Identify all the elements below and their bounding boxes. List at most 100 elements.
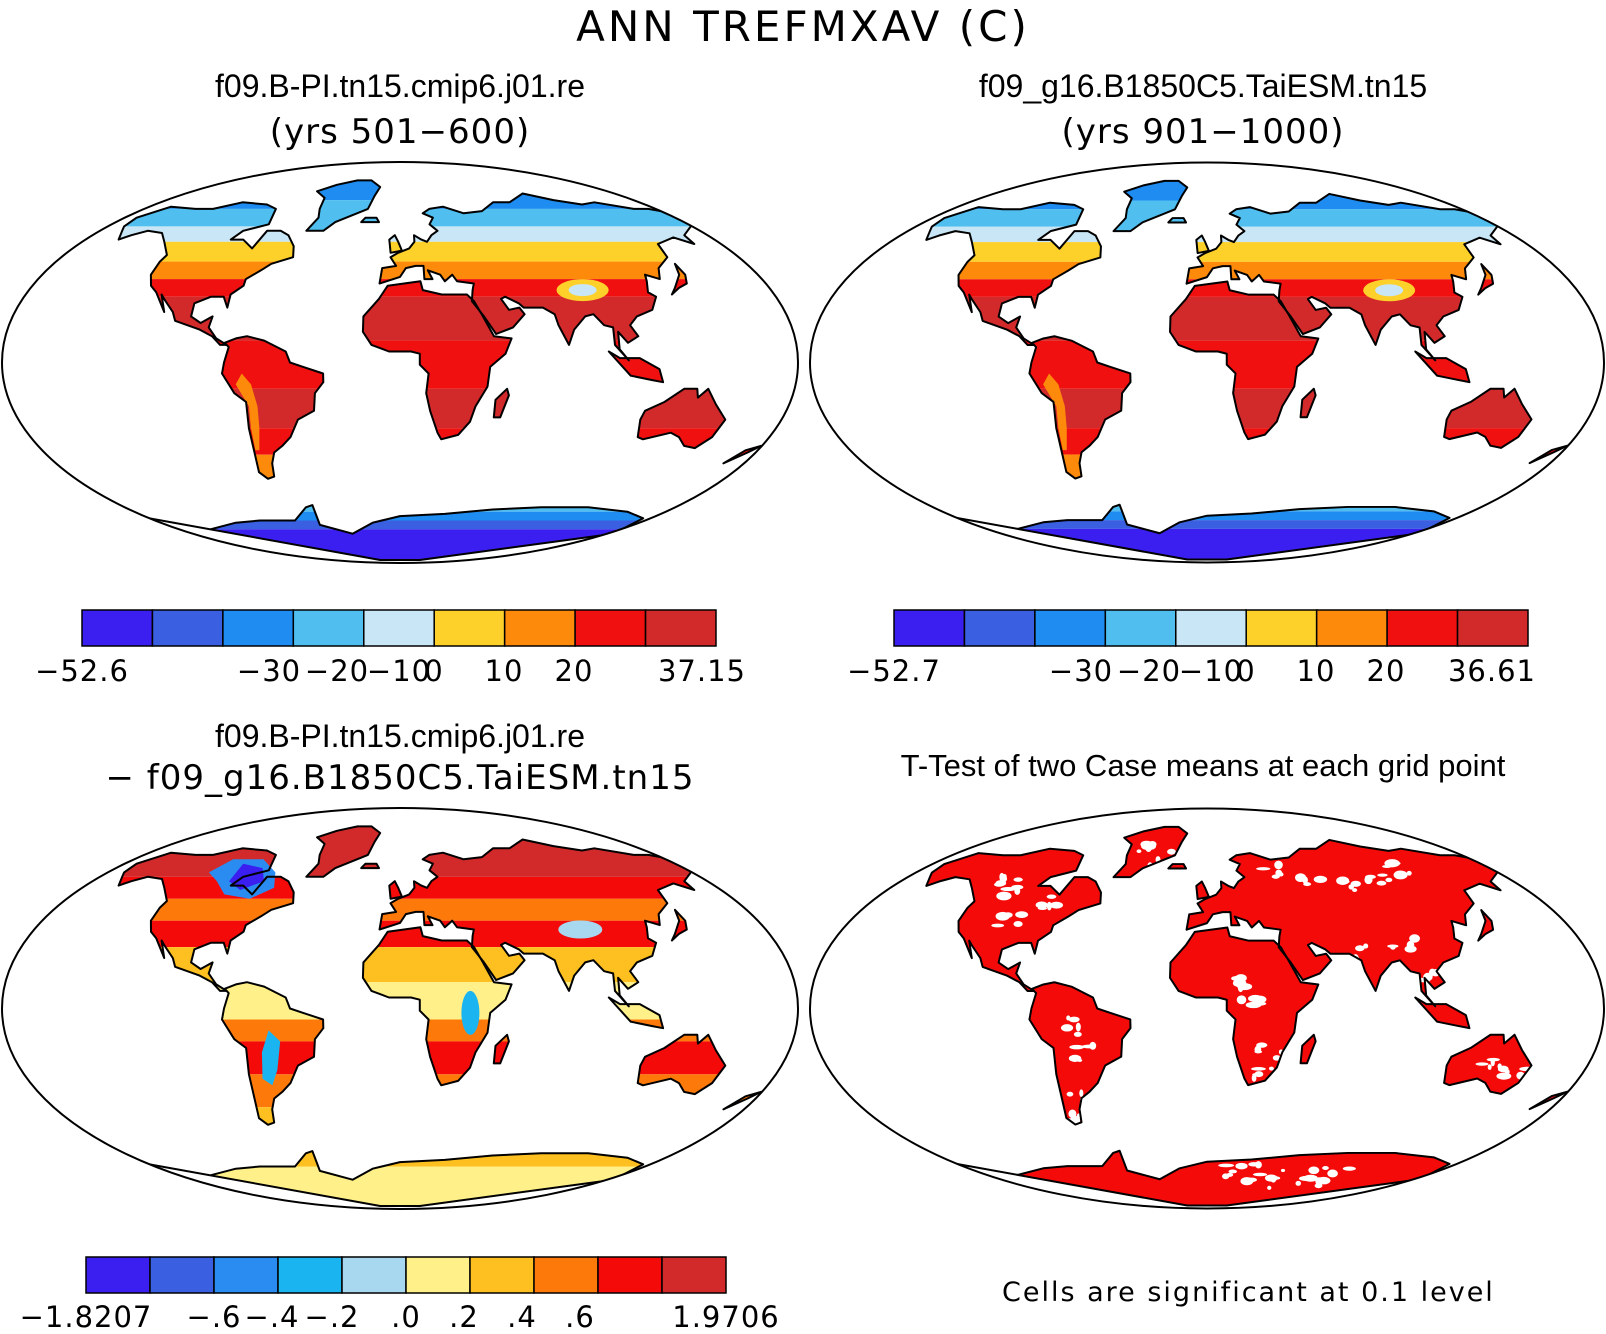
non-significant-cell bbox=[1385, 877, 1393, 883]
temperature-band bbox=[1196, 242, 1209, 254]
map-border bbox=[808, 161, 1606, 564]
land-iceland bbox=[1168, 218, 1187, 223]
non-significant-cell bbox=[1254, 1001, 1267, 1006]
colorbar-tick-label: −30 bbox=[236, 654, 302, 688]
colorbar-tick-label: .4 bbox=[507, 1300, 537, 1334]
land-iceland bbox=[361, 863, 379, 869]
non-significant-cell bbox=[1317, 877, 1326, 883]
map-panel-difference bbox=[1, 807, 799, 1210]
coastline-africa bbox=[361, 280, 513, 441]
non-significant-cell bbox=[1376, 880, 1387, 886]
colorbar-box bbox=[1104, 609, 1177, 647]
non-significant-cell bbox=[1322, 1165, 1329, 1171]
temperature-band bbox=[379, 208, 695, 227]
colorbar-box bbox=[1386, 609, 1459, 647]
non-significant-cell bbox=[1267, 1185, 1272, 1190]
colorbar-tick-label: −52.7 bbox=[847, 654, 941, 688]
significant-region-madagascar bbox=[1300, 1034, 1316, 1064]
panel2-subtitle: (yrs 901−1000) bbox=[1061, 112, 1345, 152]
non-significant-cell bbox=[1342, 1166, 1356, 1171]
colorbar-tick-label: 10 bbox=[1296, 654, 1336, 688]
non-significant-cell bbox=[1254, 1045, 1262, 1054]
colorbar-box bbox=[363, 609, 435, 647]
coastline-southAmerica bbox=[1028, 981, 1132, 1126]
significant-region-eurasia bbox=[1186, 839, 1501, 1007]
non-significant-cell bbox=[1075, 1022, 1081, 1032]
coastline-japan bbox=[1477, 909, 1495, 942]
non-significant-cell bbox=[1236, 995, 1247, 1005]
panel3-title: f09.B-PI.tn15.cmip6.j01.re bbox=[215, 718, 585, 754]
andes-strip bbox=[235, 373, 260, 451]
coastline-uk bbox=[1195, 880, 1210, 901]
colorbar-box bbox=[1315, 609, 1388, 647]
colorbar-tick-label: 0 bbox=[1236, 654, 1256, 688]
colorbar-box bbox=[597, 1256, 663, 1294]
non-significant-cell bbox=[1302, 876, 1308, 884]
non-significant-cell bbox=[1504, 1069, 1510, 1075]
non-significant-cell bbox=[1222, 1173, 1230, 1180]
non-significant-cell bbox=[1013, 877, 1023, 882]
tibet-plateau-core bbox=[568, 284, 597, 297]
non-significant-cell bbox=[1011, 884, 1024, 890]
panel4-title: T-Test of two Case means at each grid po… bbox=[900, 748, 1506, 783]
colorbar-box bbox=[405, 1256, 471, 1294]
non-significant-cell bbox=[1390, 944, 1396, 950]
tibet-anomaly bbox=[558, 920, 603, 939]
temperature-band bbox=[1186, 226, 1501, 243]
non-significant-cell bbox=[1058, 1109, 1064, 1113]
non-significant-cell bbox=[1253, 1172, 1268, 1177]
non-significant-cell bbox=[1068, 1016, 1080, 1023]
non-significant-cell bbox=[1352, 888, 1358, 893]
colorbar-tick-label: 20 bbox=[554, 654, 594, 688]
temperature-band bbox=[379, 226, 695, 242]
non-significant-cell bbox=[1350, 880, 1361, 887]
colorbar-box bbox=[574, 609, 647, 647]
coastline-northAmerica bbox=[925, 847, 1102, 992]
non-significant-cell bbox=[1218, 1163, 1235, 1168]
non-significant-cell bbox=[1235, 1162, 1248, 1170]
map-border bbox=[808, 807, 1606, 1210]
non-significant-cell bbox=[1255, 1161, 1262, 1169]
temperature-band bbox=[1186, 242, 1501, 262]
map-panel-case2 bbox=[808, 161, 1606, 564]
colorbar-tick-label: −1.8207 bbox=[19, 1300, 153, 1334]
colorbar-box bbox=[149, 1256, 215, 1294]
coastline-eurasia bbox=[1185, 838, 1502, 1008]
colorbar-tick-label: −10 bbox=[1178, 654, 1244, 688]
colorbar-box bbox=[1175, 609, 1247, 647]
colorbar-box bbox=[503, 609, 576, 647]
non-significant-cell bbox=[1049, 901, 1064, 909]
coastline-uk bbox=[388, 234, 403, 254]
temperature-band bbox=[926, 261, 1101, 280]
coastline-southAmerica bbox=[1028, 335, 1132, 480]
coastline-iceland bbox=[1167, 217, 1188, 224]
coastline-madagascar bbox=[1299, 387, 1317, 419]
non-significant-cell bbox=[1355, 945, 1365, 952]
map-panel-case1 bbox=[1, 161, 799, 564]
non-significant-cell bbox=[1252, 1073, 1261, 1077]
non-significant-cell bbox=[1377, 873, 1388, 877]
temperature-band bbox=[379, 898, 695, 921]
coastline-indonesia bbox=[607, 350, 665, 384]
non-significant-cell bbox=[1066, 1091, 1074, 1097]
colorbar-box bbox=[661, 1256, 727, 1294]
non-significant-cell bbox=[1327, 1169, 1338, 1178]
coastline-japan bbox=[1477, 263, 1495, 296]
non-significant-cell bbox=[1295, 1180, 1302, 1186]
non-significant-cell bbox=[1082, 1044, 1097, 1049]
coastline-australia bbox=[636, 1033, 727, 1096]
non-significant-cell bbox=[1235, 974, 1247, 983]
non-significant-cell bbox=[1429, 968, 1436, 976]
colorbar-box bbox=[533, 1256, 599, 1294]
temperature-band bbox=[137, 1166, 644, 1206]
coastline-africa bbox=[1168, 280, 1320, 441]
coastline-indonesia bbox=[1414, 996, 1471, 1030]
temperature-band bbox=[222, 1019, 324, 1042]
non-significant-cell bbox=[1256, 867, 1271, 871]
colorbar-box bbox=[963, 609, 1036, 647]
colorbar-difference bbox=[85, 1256, 727, 1294]
colorbar-box bbox=[292, 609, 365, 647]
temperature-band bbox=[389, 241, 402, 253]
coastline-uk bbox=[1195, 234, 1210, 255]
non-significant-cell bbox=[1486, 1057, 1500, 1062]
